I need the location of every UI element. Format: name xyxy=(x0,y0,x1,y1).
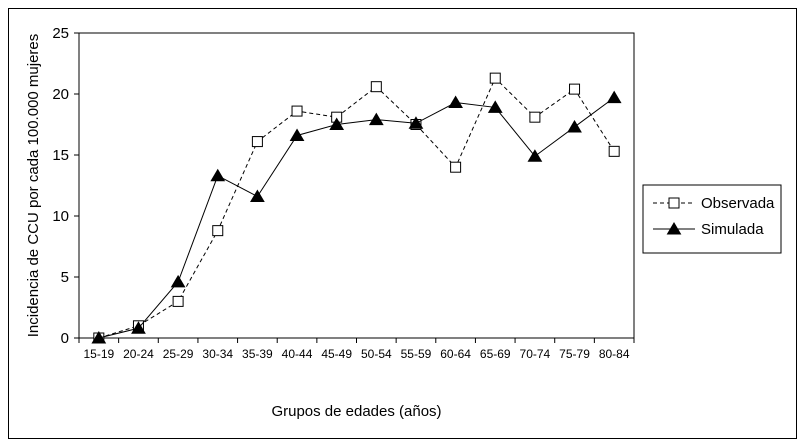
data-point-observada xyxy=(529,111,541,123)
data-point-observada xyxy=(172,295,184,307)
x-tick-label: 15-19 xyxy=(83,347,114,361)
y-axis: 0 5 10 15 20 25 xyxy=(52,25,79,347)
data-point-simulada xyxy=(368,112,384,126)
legend-marker-observada xyxy=(668,197,680,209)
data-point-simulada xyxy=(448,95,463,109)
y-axis-title: Incidencia de CCU por cada 100.000 mujer… xyxy=(25,34,42,338)
x-axis: 15-19 20-24 25-29 30-34 35-39 40-44 45-49 50-54… xyxy=(78,338,635,361)
data-point-simulada xyxy=(606,90,622,104)
series-line-simulada xyxy=(98,97,615,339)
x-tick-label: 20-24 xyxy=(123,347,154,361)
data-point-observada xyxy=(489,72,501,84)
x-tick-label: 45-49 xyxy=(321,347,352,361)
plot-border xyxy=(78,32,635,339)
x-tick-label: 60-64 xyxy=(440,347,471,361)
data-point-simulada xyxy=(170,274,186,288)
legend-label-simulada: Simulada xyxy=(701,221,764,238)
x-tick-label: 30-34 xyxy=(202,347,233,361)
series-observada xyxy=(93,72,620,344)
x-tick-label: 75-79 xyxy=(559,347,590,361)
plot-area xyxy=(78,32,635,339)
x-tick-label: 65-69 xyxy=(480,347,511,361)
legend-item-simulada: Simulada xyxy=(653,221,764,238)
series-simulada xyxy=(91,90,622,344)
x-tick-label: 55-59 xyxy=(401,347,432,361)
legend: Observada Simulada xyxy=(642,184,782,254)
series-layer xyxy=(91,72,622,344)
data-point-simulada xyxy=(91,331,107,344)
x-axis-title: Grupos de edades (años) xyxy=(271,403,441,420)
data-point-observada xyxy=(450,161,462,173)
data-point-simulada xyxy=(487,100,503,113)
legend-marker-simulada xyxy=(666,222,682,235)
y-tick-label: 5 xyxy=(61,269,69,286)
x-tick-label: 40-44 xyxy=(282,347,313,361)
legend-marker xyxy=(668,197,680,209)
data-point-simulada xyxy=(527,149,543,162)
y-tick-label: 25 xyxy=(52,25,69,42)
data-point-simulada xyxy=(408,116,424,129)
data-point-observada xyxy=(291,105,303,117)
y-tick-label: 10 xyxy=(52,208,69,225)
data-point-observada xyxy=(212,225,224,237)
data-point-simulada xyxy=(567,119,582,133)
y-tick-label: 0 xyxy=(61,330,69,347)
data-point-simulada xyxy=(131,321,146,334)
data-point-simulada xyxy=(289,128,305,141)
data-point-simulada xyxy=(210,168,226,182)
data-point-simulada xyxy=(329,117,345,130)
data-point-observada xyxy=(608,145,620,157)
series-line-observada xyxy=(98,77,615,339)
data-point-observada xyxy=(370,81,382,93)
x-tick-label: 35-39 xyxy=(242,347,273,361)
x-tick-label: 80-84 xyxy=(599,347,630,361)
legend-item-observada: Observada xyxy=(653,195,775,212)
x-tick-label: 25-29 xyxy=(163,347,194,361)
y-tick-label: 20 xyxy=(52,86,69,103)
data-point-observada xyxy=(251,136,263,148)
data-point-simulada xyxy=(250,189,265,202)
x-tick-label: 70-74 xyxy=(520,347,551,361)
legend-box xyxy=(642,184,782,254)
legend-marker xyxy=(666,222,682,235)
legend-label-observada: Observada xyxy=(701,195,775,212)
x-tick-label: 50-54 xyxy=(361,347,392,361)
y-tick-label: 15 xyxy=(52,147,69,164)
data-point-observada xyxy=(569,83,581,95)
